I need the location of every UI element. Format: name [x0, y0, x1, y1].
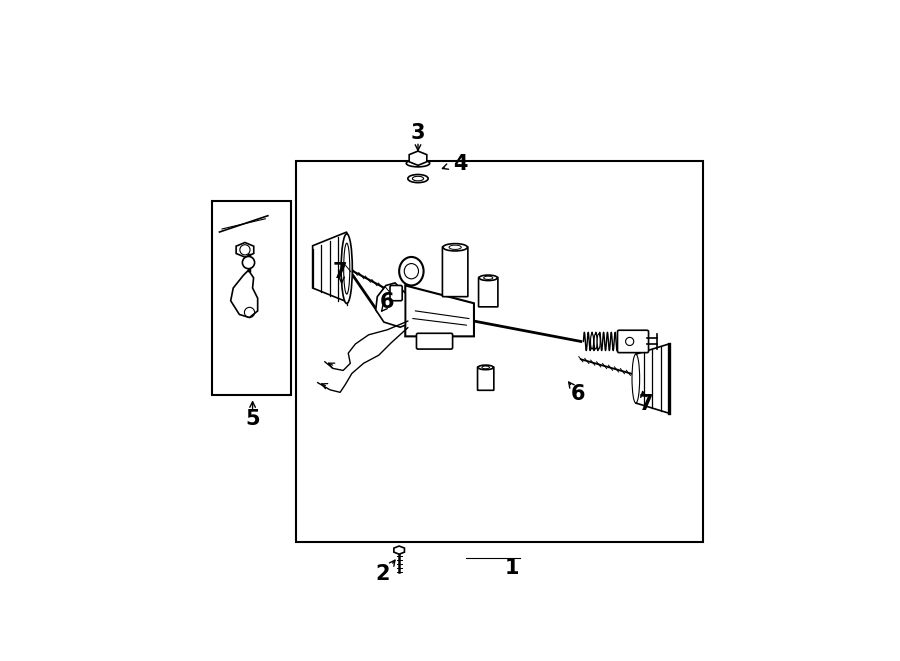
Text: 6: 6 — [380, 292, 395, 312]
Ellipse shape — [406, 160, 429, 167]
Text: 1: 1 — [505, 558, 519, 578]
Polygon shape — [236, 243, 254, 257]
Ellipse shape — [478, 365, 493, 369]
Bar — [296, 161, 703, 543]
Text: 5: 5 — [246, 409, 260, 429]
FancyBboxPatch shape — [478, 367, 494, 390]
Ellipse shape — [400, 257, 424, 286]
Polygon shape — [394, 546, 404, 554]
Polygon shape — [635, 344, 669, 413]
FancyBboxPatch shape — [443, 247, 468, 297]
Ellipse shape — [597, 334, 600, 349]
Ellipse shape — [632, 354, 640, 403]
FancyBboxPatch shape — [479, 278, 498, 307]
Ellipse shape — [590, 334, 594, 349]
Polygon shape — [230, 270, 257, 317]
Polygon shape — [312, 232, 346, 301]
Polygon shape — [410, 151, 427, 165]
Circle shape — [242, 256, 255, 268]
FancyBboxPatch shape — [390, 286, 402, 301]
FancyBboxPatch shape — [617, 330, 649, 352]
FancyBboxPatch shape — [417, 333, 453, 349]
Ellipse shape — [479, 275, 498, 280]
Ellipse shape — [443, 244, 467, 251]
Polygon shape — [405, 286, 474, 336]
Ellipse shape — [341, 234, 352, 303]
Text: 2: 2 — [375, 564, 390, 584]
Bar — [212, 202, 291, 395]
Text: 6: 6 — [572, 384, 586, 404]
Text: 7: 7 — [333, 262, 347, 282]
Polygon shape — [375, 283, 405, 327]
Ellipse shape — [594, 334, 597, 349]
Text: 4: 4 — [453, 154, 467, 175]
Text: 3: 3 — [410, 123, 425, 143]
Text: 7: 7 — [638, 394, 652, 414]
Ellipse shape — [408, 175, 428, 182]
